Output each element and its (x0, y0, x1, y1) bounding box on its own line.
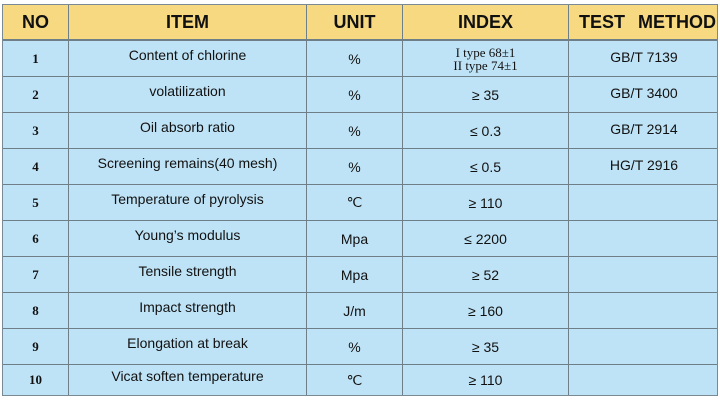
table-row: 9 Elongation at break % ≥ 35 (3, 329, 717, 365)
row-unit: Mpa (307, 221, 403, 256)
row-no: 5 (3, 185, 69, 220)
table-row: 8 Impact strength J/m ≥ 160 (3, 293, 717, 329)
row-item-label: Tensile strength (138, 262, 237, 279)
row-index: ≥ 35 (403, 329, 569, 364)
row-item-label: Elongation at break (127, 334, 248, 351)
table-row: 6 Young’s modulus Mpa ≤ 2200 (3, 221, 717, 257)
table-row: 5 Temperature of pyrolysis ℃ ≥ 110 (3, 185, 717, 221)
row-no: 9 (3, 329, 69, 364)
row-unit: % (307, 41, 403, 76)
row-no: 4 (3, 149, 69, 184)
row-no: 6 (3, 221, 69, 256)
row-unit: % (307, 113, 403, 148)
row-item: Temperature of pyrolysis (69, 185, 307, 220)
row-item: Screening remains(40 mesh) (69, 149, 307, 184)
row-index: I type 68±1 II type 74±1 (403, 41, 569, 76)
row-no: 1 (3, 41, 69, 76)
row-item: Vicat soften temperature (69, 365, 307, 395)
row-item-label: Young’s modulus (134, 226, 241, 243)
row-unit: Mpa (307, 257, 403, 292)
row-item: Impact strength (69, 293, 307, 328)
table-row: 4 Screening remains(40 mesh) % ≤ 0.5 HG/… (3, 149, 717, 185)
header-index: INDEX (403, 5, 569, 39)
row-index: ≥ 110 (403, 185, 569, 220)
header-test-method: TEST METHOD (579, 11, 716, 32)
row-test-method (569, 221, 719, 256)
row-item: Young’s modulus (69, 221, 307, 256)
row-unit: ℃ (307, 185, 403, 220)
row-item: Tensile strength (69, 257, 307, 292)
row-test-method: GB/T 7139 (610, 48, 678, 65)
row-item-label: Oil absorb ratio (140, 118, 235, 135)
row-unit: % (307, 149, 403, 184)
row-item: Oil absorb ratio (69, 113, 307, 148)
row-item-label: Impact strength (139, 298, 236, 315)
row-index: ≥ 110 (403, 365, 569, 395)
row-index: ≤ 0.3 (403, 113, 569, 148)
row-item: Content of chlorine (69, 41, 307, 76)
row-item: Elongation at break (69, 329, 307, 364)
properties-table: NO ITEM UNIT INDEX TEST METHOD 1 Content… (2, 4, 718, 396)
header-unit: UNIT (307, 5, 403, 39)
row-no: 3 (3, 113, 69, 148)
table-row: 10 Vicat soften temperature ℃ ≥ 110 (3, 365, 717, 395)
row-index: ≤ 0.5 (403, 149, 569, 184)
header-item: ITEM (69, 5, 307, 39)
row-unit: ℃ (307, 365, 403, 395)
row-test-method (569, 293, 719, 328)
row-test-method (569, 329, 719, 364)
row-index: ≥ 35 (403, 77, 569, 112)
row-test-method: GB/T 3400 (610, 84, 678, 101)
row-test-method: HG/T 2916 (609, 156, 679, 173)
table-row: 1 Content of chlorine % I type 68±1 II t… (3, 41, 717, 77)
table-row: 2 volatilization % ≥ 35 GB/T 3400 (3, 77, 717, 113)
index-line-2: II type 74±1 (453, 57, 518, 73)
table-header: NO ITEM UNIT INDEX TEST METHOD (3, 5, 717, 41)
row-test-method (569, 365, 719, 395)
table-row: 7 Tensile strength Mpa ≥ 52 (3, 257, 717, 293)
row-item: volatilization (69, 77, 307, 112)
row-index: ≤ 2200 (403, 221, 569, 256)
row-unit: % (307, 329, 403, 364)
row-item-label: Vicat soften temperature (111, 368, 264, 384)
row-item-label: volatilization (149, 82, 226, 99)
row-unit: J/m (307, 293, 403, 328)
row-index: ≥ 160 (403, 293, 569, 328)
row-item-label: Temperature of pyrolysis (111, 190, 264, 207)
table-row: 3 Oil absorb ratio % ≤ 0.3 GB/T 2914 (3, 113, 717, 149)
row-no: 7 (3, 257, 69, 292)
index-line-1: I type 68±1 (455, 44, 516, 60)
header-no: NO (3, 5, 69, 39)
row-test-method: GB/T 2914 (610, 120, 678, 137)
row-no: 2 (3, 77, 69, 112)
row-index: ≥ 52 (403, 257, 569, 292)
row-test-method (569, 257, 719, 292)
row-test-method (569, 185, 719, 220)
row-unit: % (307, 77, 403, 112)
row-no: 8 (3, 293, 69, 328)
row-no: 10 (3, 365, 69, 395)
row-item-label: Screening remains(40 mesh) (97, 154, 278, 171)
row-item-label: Content of chlorine (128, 46, 247, 63)
